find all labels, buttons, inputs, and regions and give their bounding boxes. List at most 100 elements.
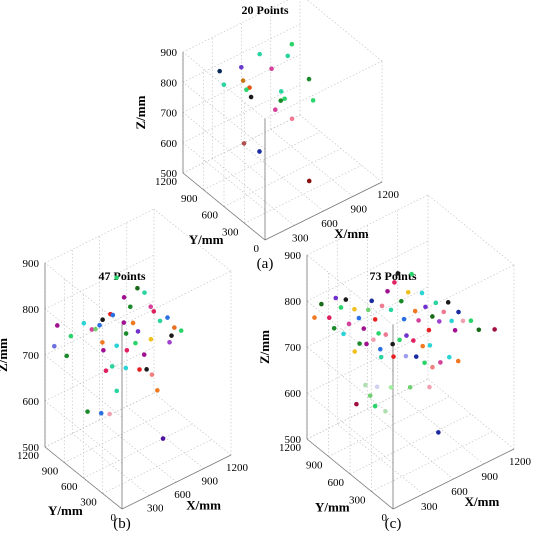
wall-grid-line (182, 0, 289, 53)
panel-caption: (b) (113, 516, 131, 532)
y-tick-label: 1200 (279, 442, 302, 454)
data-point (456, 309, 461, 315)
data-point (388, 385, 394, 390)
wall-grid-line (44, 354, 123, 418)
data-point (137, 367, 142, 372)
x-axis-label: X/mm (334, 226, 369, 241)
wall-grid-line (44, 346, 155, 402)
data-point (399, 298, 404, 304)
data-point (378, 346, 383, 352)
data-point (455, 358, 461, 364)
x-tick-label: 600 (174, 489, 191, 501)
data-point (383, 332, 389, 337)
data-point (411, 338, 416, 343)
data-point (289, 41, 295, 47)
wall-grid-line (182, 82, 266, 150)
data-point (289, 116, 295, 122)
chart-title: 47 Points (98, 269, 145, 283)
box-edge (153, 208, 232, 272)
data-point (109, 364, 115, 369)
data-point (341, 331, 346, 337)
y-axis-label: Y/mm (189, 232, 224, 247)
data-point (319, 301, 324, 307)
data-point (278, 98, 284, 103)
floor-grid-line (337, 423, 424, 495)
x-tick-label: 900 (482, 471, 499, 483)
data-point (404, 333, 409, 338)
floor-grid-line (99, 419, 177, 483)
data-point (257, 149, 262, 154)
data-point (142, 290, 147, 295)
wall-grid-line (44, 254, 155, 310)
floor-grid-line (72, 433, 150, 496)
panel-c: 3006009001200030060090012005006007008009… (257, 194, 532, 532)
data-point (160, 436, 166, 441)
data-point (85, 409, 90, 414)
data-point (379, 303, 385, 309)
data-point (244, 87, 249, 93)
data-point (123, 365, 129, 371)
data-point (452, 327, 458, 333)
data-point (312, 315, 317, 320)
floor-grid-line (427, 378, 515, 450)
data-point (422, 360, 427, 366)
data-point (372, 403, 378, 409)
data-point (361, 326, 367, 331)
wall-grid-line (306, 240, 429, 302)
floor-grid-line (328, 396, 450, 457)
data-point (468, 318, 474, 324)
wall-grid-line (306, 286, 429, 348)
data-point (123, 331, 129, 336)
z-tick-label: 900 (161, 47, 178, 59)
data-point (476, 327, 482, 333)
y-tick-label: 600 (328, 477, 345, 489)
z-tick-label: 700 (285, 342, 302, 354)
floor-grid-line (397, 393, 484, 465)
z-tick-label: 800 (23, 304, 40, 316)
data-point (343, 297, 349, 302)
data-point (240, 78, 246, 83)
data-point (282, 96, 287, 102)
data-point (426, 327, 432, 333)
floor-grid-line (367, 408, 454, 480)
data-point (363, 382, 368, 388)
data-point (148, 304, 154, 310)
box-edge (392, 264, 515, 326)
wall-grid-line (182, 84, 301, 144)
data-point (352, 306, 357, 312)
data-point (412, 308, 418, 314)
data-point (114, 343, 119, 349)
floor-grid-line (212, 158, 295, 226)
x-tick-label: 1200 (509, 456, 532, 468)
data-point (98, 410, 104, 416)
data-point (278, 89, 284, 94)
floor-grid-line (223, 148, 342, 207)
data-point (107, 411, 112, 417)
data-point (165, 315, 170, 320)
data-point (306, 76, 312, 82)
x-tick-label: 300 (147, 503, 164, 515)
data-point (306, 178, 312, 184)
data-point (155, 388, 160, 393)
wall-grid-line (306, 346, 394, 418)
z-tick-label: 500 (285, 434, 302, 446)
panel-a: 3006009001200030060090012005006007008009… (133, 0, 400, 272)
data-point (383, 408, 388, 414)
data-point (81, 320, 87, 326)
wall-grid-line (306, 300, 394, 372)
y-tick-label: 600 (61, 481, 78, 493)
data-point (388, 307, 394, 313)
data-point (103, 368, 109, 374)
data-point (110, 312, 116, 318)
data-point (407, 384, 413, 390)
data-point (178, 328, 184, 333)
data-point (365, 307, 371, 313)
data-point (420, 343, 426, 349)
data-point (135, 285, 140, 291)
y-axis-line (182, 172, 266, 241)
data-point (405, 290, 411, 295)
data-point (441, 309, 447, 315)
x-tick-label: 900 (351, 204, 368, 216)
z-tick-label: 500 (23, 442, 40, 454)
